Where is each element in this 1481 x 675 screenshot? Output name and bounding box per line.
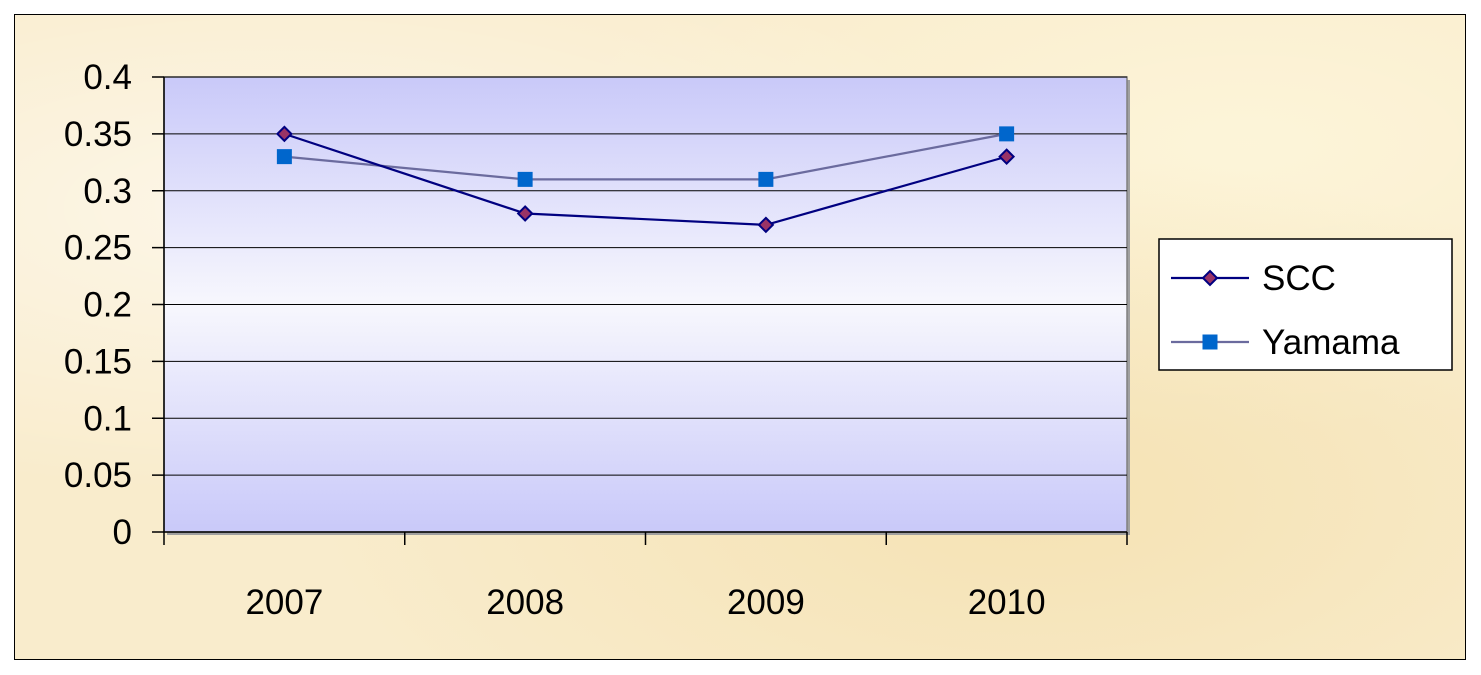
y-tick-label: 0 [113,513,132,552]
series-line-yamama [284,132,1007,181]
data-point-yamama [999,126,1015,142]
y-tick-label: 0.3 [83,172,132,211]
legend-label-yamama: Yamama [1262,323,1400,362]
y-tick-label: 0.2 [83,286,132,325]
x-tick-label: 2010 [968,583,1046,622]
data-point-yamama [758,171,774,187]
data-point-yamama [276,149,292,165]
data-point-scc [275,125,293,143]
legend-label-scc: SCC [1262,259,1336,298]
data-point-yamama [517,171,533,187]
y-tick-label: 0.25 [64,229,132,268]
series-line-scc [284,132,1007,226]
data-point-scc [998,148,1016,166]
y-tick-label: 0.15 [64,342,132,381]
y-tick-label: 0.1 [83,399,132,438]
x-tick-label: 2008 [486,583,564,622]
y-tick-label: 0.05 [64,456,132,495]
data-point-scc [516,205,534,222]
x-tick-label: 2007 [245,583,323,622]
legend-marker-scc [1201,269,1219,287]
data-point-scc [757,216,775,234]
y-tick-label: 0.35 [64,115,132,154]
x-tick-label: 2009 [727,583,805,622]
legend-marker-yamama [1202,334,1218,350]
y-tick-label: 0.4 [83,58,132,97]
